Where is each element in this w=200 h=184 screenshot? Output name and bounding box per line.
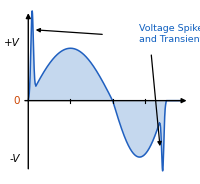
Text: 0: 0 bbox=[13, 96, 20, 106]
Text: +V: +V bbox=[4, 38, 20, 48]
Text: Voltage Spikes
and Transients: Voltage Spikes and Transients bbox=[139, 24, 200, 44]
Text: -V: -V bbox=[9, 154, 20, 164]
